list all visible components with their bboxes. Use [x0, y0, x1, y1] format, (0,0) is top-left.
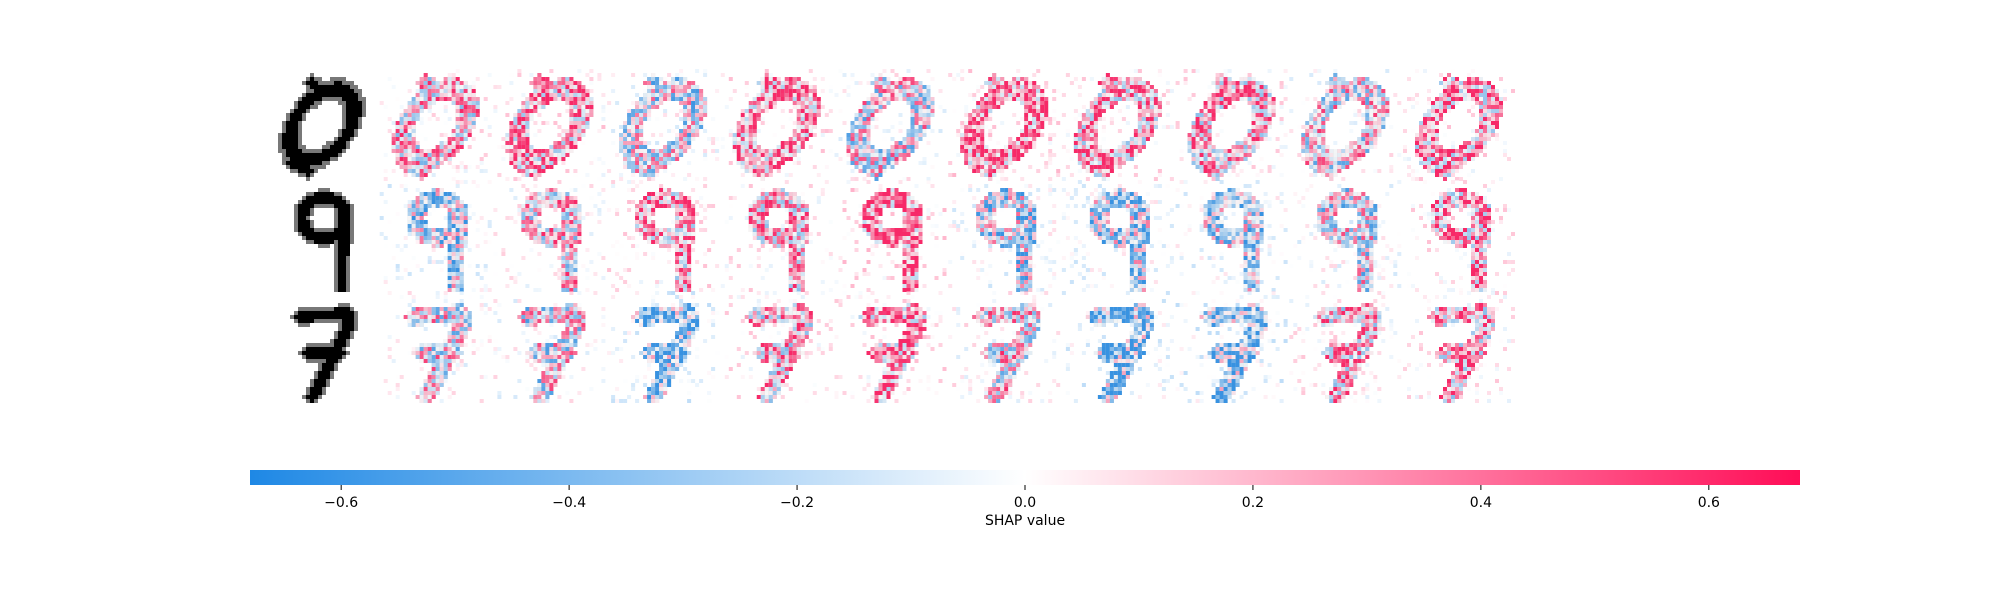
shap-map-row-7-col-8: [1175, 291, 1288, 403]
shap-map-row-9-col-10: [1407, 180, 1515, 292]
colorbar-tick-label: 0.0: [1014, 495, 1036, 511]
colorbar-tick-label: −0.6: [324, 495, 358, 511]
colorbar-tick-label: −0.2: [780, 495, 814, 511]
original-image-7: [290, 303, 358, 403]
shap-map-row-7-col-4: [724, 291, 833, 403]
image-grid: [278, 69, 1515, 403]
colorbar-tick-label: 0.4: [1470, 495, 1492, 511]
colorbar-tick-label: 0.6: [1698, 495, 1720, 511]
shap-map-row-7-col-7: [1061, 291, 1174, 403]
shap-map-row-9-col-8: [1175, 180, 1288, 292]
shap-map-row-7-col-10: [1403, 291, 1515, 403]
colorbar-ticks: −0.6 −0.4 −0.2 0.0 0.2 0.4 0.6: [324, 485, 1720, 511]
shap-map-row-0-col-6: [948, 69, 1061, 181]
shap-map-row-0-col-10: [1403, 69, 1515, 181]
shap-map-row-9-col-6: [948, 180, 1061, 292]
shap-map-row-0-col-8: [1175, 69, 1288, 181]
shap-map-row-0-col-5: [834, 69, 947, 181]
shap-map-row-9-col-1: [379, 180, 492, 292]
original-image-0: [278, 73, 366, 181]
colorbar: −0.6 −0.4 −0.2 0.0 0.2 0.4 0.6 SHAP value: [250, 470, 1800, 529]
colorbar-gradient: [250, 470, 1800, 485]
shap-map-row-9-col-9: [1289, 180, 1402, 292]
shap-map-row-7-col-2: [493, 291, 606, 403]
shap-map-row-7-col-1: [383, 291, 492, 403]
shap-map-row-9-col-5: [834, 180, 947, 292]
shap-map-row-7-col-6: [948, 291, 1061, 403]
colorbar-tick-label: −0.4: [552, 495, 586, 511]
shap-map-row-0-col-3: [607, 69, 720, 181]
shap-map-row-9-col-4: [720, 180, 833, 292]
shap-map-row-7-col-5: [834, 291, 947, 403]
shap-map-row-7-col-3: [607, 291, 720, 403]
colorbar-label: SHAP value: [985, 513, 1065, 529]
shap-map-row-0-col-7: [1061, 69, 1174, 181]
shap-map-row-0-col-2: [493, 69, 606, 181]
shap-map-row-9-col-3: [607, 180, 720, 292]
shap-map-row-0-col-4: [720, 69, 833, 181]
shap-map-row-0-col-9: [1289, 69, 1402, 181]
shap-map-row-9-col-7: [1061, 180, 1174, 292]
shap-map-row-7-col-9: [1289, 291, 1402, 403]
shap-map-row-0-col-1: [379, 69, 492, 181]
shap-map-row-9-col-2: [493, 180, 606, 292]
colorbar-tick-label: 0.2: [1242, 495, 1264, 511]
original-image-9: [294, 188, 354, 292]
